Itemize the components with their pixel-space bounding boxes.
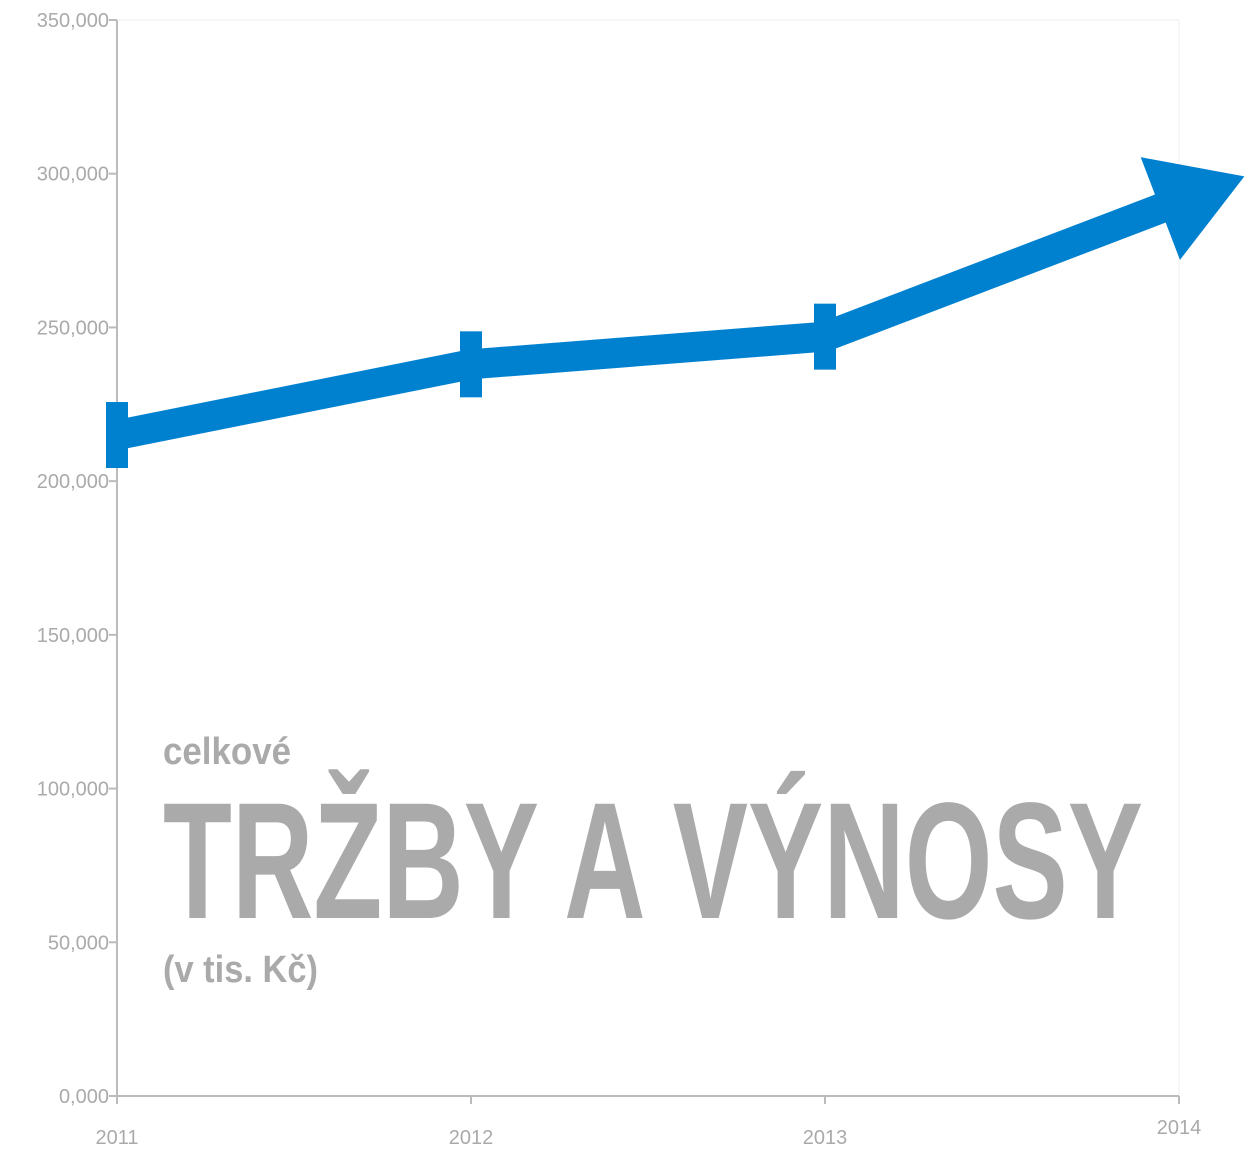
y-tick-label: 350,000 <box>37 10 109 32</box>
x-tick-label: 2012 <box>449 1127 494 1146</box>
line <box>114 187 1185 450</box>
x-tick-label: 2013 <box>803 1127 848 1146</box>
arrow-head <box>1140 157 1245 260</box>
x-tick-label: 2014 <box>1157 1117 1202 1139</box>
chart-title: TRŽBY A VÝNOSY <box>163 769 1143 954</box>
y-tick-label: 150,000 <box>37 625 109 647</box>
y-tick-label: 300,000 <box>37 164 109 186</box>
y-tick-label: 100,000 <box>37 779 109 801</box>
annotation: (v tis. Kč) <box>163 949 318 991</box>
marker <box>814 303 836 370</box>
x-tick-label: 2011 <box>95 1127 138 1146</box>
y-tick-label: 200,000 <box>37 471 109 493</box>
y-tick-label: 0,000 <box>59 1086 109 1108</box>
y-tick-label: 50,000 <box>48 932 109 954</box>
subtitle: celkové <box>163 731 291 773</box>
marker <box>106 402 128 469</box>
y-tick-label: 250,000 <box>37 317 109 339</box>
marker <box>460 331 482 398</box>
